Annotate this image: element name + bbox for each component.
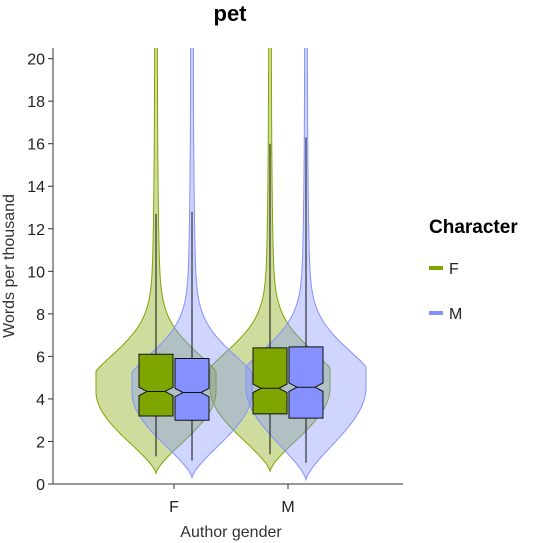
- box-layer: [138, 137, 324, 463]
- y-tick-label-4: 4: [36, 392, 45, 409]
- y-tick-label-20: 20: [27, 52, 45, 69]
- box-M-M: [288, 346, 324, 419]
- y-tick-label-12: 12: [27, 222, 45, 239]
- x-tick-label-F: F: [169, 499, 179, 516]
- box-F-F: [138, 353, 174, 417]
- legend: FM: [429, 261, 462, 323]
- y-tick-label-16: 16: [27, 137, 45, 154]
- legend-label-F: F: [449, 261, 459, 278]
- y-tick-label-10: 10: [27, 264, 45, 281]
- box-M-F: [174, 358, 210, 421]
- y-axis-label: Words per thousand: [1, 194, 18, 338]
- y-tick-label-0: 0: [36, 477, 45, 494]
- legend-title: Character: [429, 217, 518, 238]
- violin-layer: [95, 48, 367, 482]
- y-tick-label-8: 8: [36, 307, 45, 324]
- y-tick-label-14: 14: [27, 179, 45, 196]
- box-F-M: [252, 347, 288, 415]
- y-tick-label-2: 2: [36, 434, 45, 451]
- chart-title: pet: [214, 1, 248, 26]
- axes: 0 2 4 6 8 10 12 14 16 18 20 F M: [27, 48, 403, 516]
- legend-label-M: M: [449, 306, 462, 323]
- y-tick-label-18: 18: [27, 94, 45, 111]
- x-axis-label: Author gender: [180, 524, 282, 541]
- y-tick-label-6: 6: [36, 349, 45, 366]
- x-tick-label-M: M: [281, 499, 294, 516]
